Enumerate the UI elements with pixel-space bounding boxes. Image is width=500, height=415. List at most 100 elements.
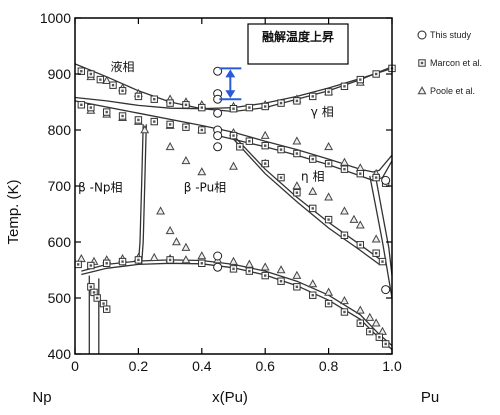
point-square-dot — [118, 112, 127, 120]
x-end-label-right: Pu — [421, 389, 439, 406]
point-square-dot — [277, 145, 285, 154]
point-square-dot — [309, 204, 317, 213]
point-square-dot — [77, 67, 86, 75]
legend-marker-square-dot — [418, 59, 426, 67]
point-square-dot — [293, 149, 301, 158]
point-triangle — [340, 157, 349, 166]
annotation-box — [247, 23, 349, 65]
point-square-dot — [356, 319, 365, 327]
phase-label: β -Np相 — [78, 181, 122, 195]
point-square-dot — [87, 103, 95, 112]
point-square-dot — [96, 75, 105, 84]
point-square-dot — [87, 70, 95, 78]
point-triangle — [76, 253, 86, 263]
point-square-dot — [134, 116, 143, 124]
point-square-dot — [309, 92, 317, 101]
curve-pu-right-1 — [369, 175, 393, 299]
point-circle-open — [213, 251, 223, 261]
point-square-dot — [109, 81, 117, 89]
point-square-dot — [245, 267, 254, 275]
point-triangle — [244, 259, 254, 268]
point-triangle — [292, 136, 302, 145]
point-square-dot — [324, 299, 333, 308]
phase-label: 液相 — [111, 59, 135, 74]
point-square-dot — [293, 189, 301, 197]
arrow-melting-rise — [219, 67, 242, 101]
point-triangle — [371, 318, 381, 327]
curve-np-vertical-2 — [140, 124, 147, 265]
point-circle-open — [213, 262, 223, 272]
point-square-dot — [378, 257, 387, 266]
point-triangle — [197, 167, 207, 176]
y-tick-label: 400 — [48, 346, 72, 362]
point-square-dot — [229, 265, 238, 273]
point-square-dot — [166, 120, 174, 129]
axis-layer: 400 500 600 700 800 900 1000 0 0.2 0.4 0.6 0.8 1.0 — [40, 10, 402, 374]
point-triangle — [308, 279, 318, 288]
point-triangle — [340, 295, 349, 305]
point-square-dot — [261, 102, 269, 111]
point-triangle — [324, 287, 334, 296]
point-square-dot — [340, 165, 349, 173]
point-square-dot — [118, 257, 127, 266]
curve-beta-pu-eta-2 — [233, 138, 380, 265]
point-triangle — [340, 206, 349, 215]
point-triangle — [292, 181, 302, 190]
annotation-text: 融解温度上昇 — [262, 29, 334, 44]
point-square-dot — [381, 340, 390, 348]
y-tick-label: 700 — [48, 178, 72, 194]
point-square-dot — [150, 95, 158, 103]
point-square-dot — [340, 308, 349, 316]
point-square-dot — [324, 215, 333, 224]
point-square-dot — [340, 231, 349, 239]
point-square-dot — [245, 137, 254, 145]
point-triangle — [102, 75, 112, 85]
point-square-dot — [375, 333, 384, 341]
point-square-dot — [229, 105, 238, 113]
point-triangle — [181, 155, 191, 165]
point-square-dot — [309, 291, 317, 299]
phase-label: β -Pu相 — [184, 181, 226, 195]
point-triangle — [355, 220, 365, 229]
legend-marker-triangle — [417, 86, 427, 95]
point-square-dot — [277, 173, 285, 182]
point-square-dot — [261, 159, 269, 168]
phase-label: γ 相 — [311, 105, 334, 119]
x-tick-label: 0 — [71, 358, 79, 374]
point-square-dot — [372, 249, 380, 257]
point-square-dot — [309, 155, 317, 163]
point-square-dot — [103, 108, 111, 116]
point-square-dot — [134, 92, 143, 101]
point-circle-open — [213, 108, 223, 118]
point-square-dot — [150, 117, 158, 126]
x-axis-title: x(Pu) — [212, 389, 248, 406]
point-square-dot — [245, 103, 254, 112]
point-square-dot — [277, 277, 285, 285]
point-triangle — [260, 130, 270, 139]
point-square-dot — [87, 261, 95, 270]
y-tick-label: 500 — [48, 290, 72, 306]
point-square-dot — [356, 169, 365, 178]
point-circle-open — [213, 142, 223, 152]
point-triangle — [171, 237, 181, 246]
point-square-dot — [93, 294, 101, 302]
point-triangle — [365, 312, 375, 321]
phase-label: η 相 — [301, 169, 324, 183]
x-end-label-left: Np — [32, 389, 51, 406]
point-square-dot — [277, 99, 285, 107]
point-triangle — [355, 163, 365, 172]
point-square-dot — [324, 159, 333, 168]
legend: This study Marcon et al. Poole et al. — [417, 30, 482, 96]
point-square-dot — [166, 99, 174, 107]
y-tick-label: 1000 — [40, 10, 71, 26]
point-square-dot — [324, 88, 333, 96]
legend-label: Poole et al. — [430, 86, 475, 96]
point-square-dot — [293, 283, 301, 291]
point-square-dot — [182, 123, 190, 131]
point-triangle — [260, 262, 270, 271]
legend-marker-circle-open — [417, 30, 427, 40]
point-square-dot — [236, 143, 244, 151]
curve-pu-right-2 — [375, 179, 393, 276]
legend-label: Marcon et al. — [430, 58, 482, 68]
